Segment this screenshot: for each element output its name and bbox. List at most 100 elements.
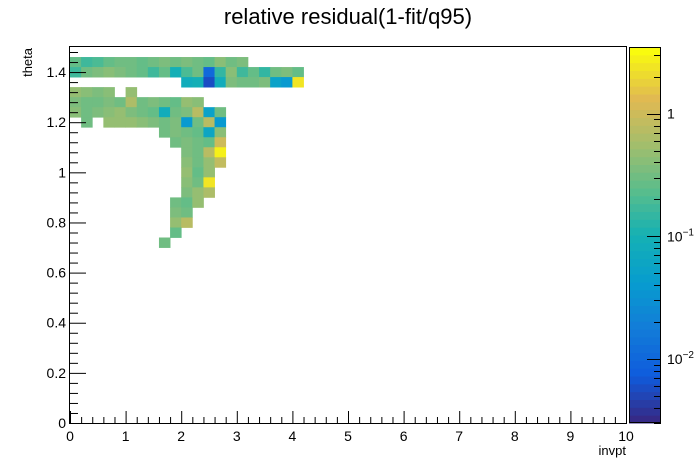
heatmap-cell: [103, 107, 115, 118]
heatmap-cell: [81, 87, 93, 98]
heatmap-cell: [225, 57, 238, 68]
y-tick-label: 0.8: [47, 214, 67, 230]
heatmap-cell: [170, 97, 182, 108]
heatmap-cell: [203, 147, 215, 158]
colorbar-tick-label: 10−1: [667, 227, 694, 244]
heatmap-cell: [192, 127, 204, 138]
heatmap-cell: [170, 207, 182, 218]
heatmap-cell: [158, 97, 171, 108]
colorbar-segment: [629, 211, 661, 220]
x-tick-label: 9: [567, 428, 575, 444]
heatmap-cell: [81, 117, 93, 128]
heatmap-cell: [81, 57, 93, 68]
heatmap-cell: [170, 117, 182, 128]
colorbar: 10−2 10−1 1: [629, 47, 694, 424]
heatmap-cell: [259, 67, 271, 78]
y-tick-label: 0.6: [47, 265, 67, 281]
heatmap-cell: [270, 67, 282, 78]
heatmap-cell: [170, 197, 182, 208]
heatmap-cell: [158, 237, 171, 248]
heatmap-cell: [192, 67, 204, 78]
heatmap-cell: [203, 167, 215, 178]
colorbar-frame: [629, 47, 661, 423]
heatmap-cell: [181, 187, 193, 198]
colorbar-segment: [629, 297, 661, 306]
colorbar-segment: [629, 133, 661, 142]
colorbar-segment: [629, 376, 661, 385]
heatmap-cell: [236, 77, 249, 88]
heatmap-cell: [181, 137, 193, 148]
x-tick-label: 6: [400, 428, 408, 444]
colorbar-segment: [629, 352, 661, 361]
heatmap-cell: [214, 57, 227, 68]
heatmap-cell: [270, 77, 282, 88]
heatmap-cell: [114, 97, 126, 108]
colorbar-segment: [629, 383, 661, 393]
heatmap-cell: [203, 57, 215, 68]
heatmap-cell: [81, 67, 93, 78]
heatmap-cell: [236, 57, 249, 68]
colorbar-segment: [629, 101, 661, 111]
heatmap-cell: [136, 57, 149, 68]
heatmap-cell: [114, 117, 126, 128]
colorbar-tick-label: 10−2: [667, 350, 694, 367]
colorbar-segment: [629, 172, 661, 181]
heatmap-cell: [158, 67, 171, 78]
heatmap-cell: [236, 67, 249, 78]
heatmap-cell: [92, 107, 104, 118]
heatmap-cell: [247, 67, 260, 78]
colorbar-segment: [629, 180, 661, 189]
heatmap-cell: [225, 67, 238, 78]
heatmap-cell: [214, 67, 227, 78]
heatmap-cell: [203, 127, 215, 138]
colorbar-segment: [629, 329, 661, 338]
heatmap-cell: [214, 157, 227, 168]
colorbar-segment: [629, 336, 661, 346]
colorbar-segment: [629, 62, 661, 71]
heatmap-cell: [81, 107, 93, 118]
heatmap-cell: [170, 57, 182, 68]
heatmap-cell: [203, 117, 215, 128]
heatmap-cell: [203, 177, 215, 188]
colorbar-segment: [629, 266, 661, 275]
heatmap-cell: [147, 107, 160, 118]
heatmap-cell: [92, 87, 104, 98]
heatmap-cell: [181, 217, 193, 228]
colorbar-segment: [629, 391, 661, 400]
colorbar-segment: [629, 368, 661, 377]
heatmap-cell: [192, 147, 204, 158]
x-tick-label: 8: [511, 428, 519, 444]
heatmap-cell: [247, 77, 260, 88]
heatmap-cell: [214, 147, 227, 158]
heatmap-cell: [170, 67, 182, 78]
colorbar-segment: [629, 70, 661, 79]
colorbar-segment: [629, 274, 661, 283]
heatmap-cell: [292, 77, 304, 88]
colorbar-segment: [629, 305, 661, 314]
heatmap-cell: [181, 117, 193, 128]
heatmap-cell: [192, 77, 204, 88]
heatmap-cells: [70, 57, 304, 248]
heatmap-cell: [192, 117, 204, 128]
heatmap-cell: [281, 77, 293, 88]
colorbar-segment: [629, 195, 661, 205]
heatmap-cell: [181, 127, 193, 138]
colorbar-segment: [629, 219, 661, 228]
colorbar-segment: [629, 188, 661, 197]
heatmap-cell: [170, 107, 182, 118]
heatmap-cell: [192, 97, 204, 108]
heatmap-cell: [203, 77, 215, 88]
colorbar-segment: [629, 250, 661, 259]
heatmap-cell: [214, 127, 227, 138]
x-tick-label: 3: [233, 428, 241, 444]
heatmap-cell: [181, 67, 193, 78]
x-tick-label: 5: [344, 428, 352, 444]
heatmap-cell: [192, 107, 204, 118]
colorbar-segment: [629, 109, 661, 118]
heatmap-cell: [114, 67, 126, 78]
colorbar-segment: [629, 117, 661, 126]
heatmap-cell: [170, 217, 182, 228]
colorbar-segment: [629, 360, 661, 369]
x-tick-label: 7: [455, 428, 463, 444]
heatmap-cell: [114, 57, 126, 68]
